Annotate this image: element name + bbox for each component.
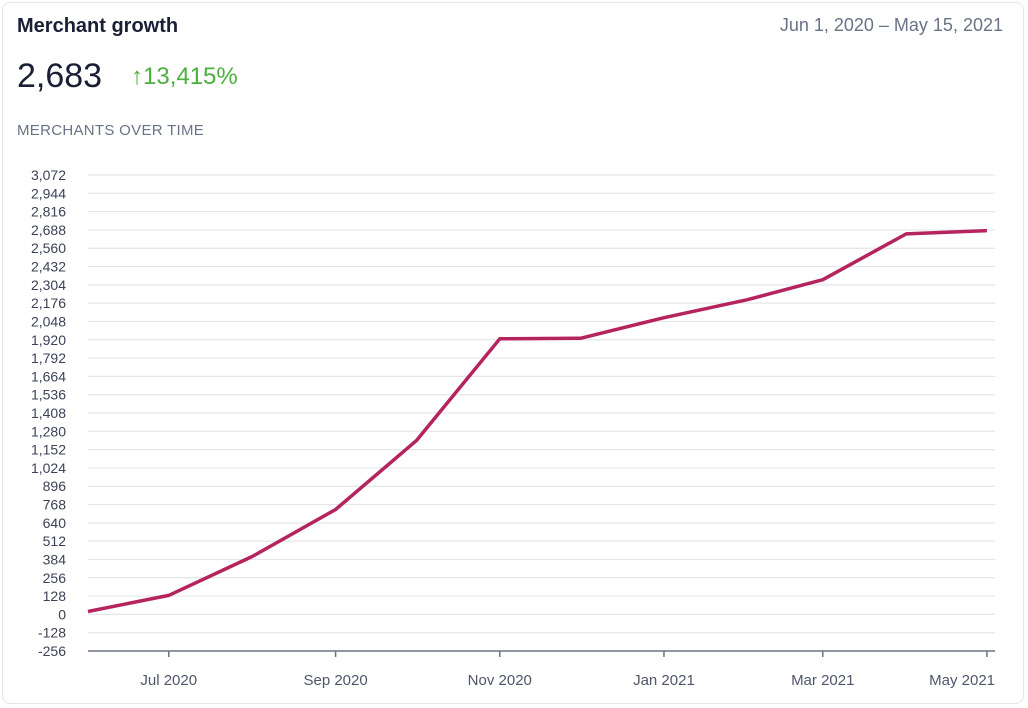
- y-tick-label: -128: [38, 625, 66, 641]
- x-tick-label: Sep 2020: [303, 672, 367, 689]
- total-merchants: 2,683: [17, 57, 103, 95]
- y-tick-label: 2,304: [31, 277, 66, 293]
- x-tick-label: Nov 2020: [468, 672, 532, 689]
- y-tick-label: 1,408: [31, 405, 66, 421]
- series-line-merchants: [87, 228, 987, 614]
- y-tick-label: 1,664: [31, 368, 66, 384]
- y-tick-label: 0: [58, 606, 66, 622]
- x-tick-label: Jul 2020: [140, 672, 197, 689]
- y-tick-label: 1,152: [31, 442, 66, 458]
- y-tick-label: 2,816: [31, 204, 66, 220]
- y-tick-label: 3,072: [31, 167, 66, 183]
- y-tick-label: 512: [43, 533, 67, 549]
- y-tick-label: 2,048: [31, 313, 66, 329]
- y-tick-label: 384: [43, 551, 67, 567]
- y-tick-label: -256: [38, 643, 66, 659]
- date-range[interactable]: Jun 1, 2020 – May 15, 2021: [779, 15, 1003, 35]
- growth-percent: ↑13,415%: [131, 63, 238, 90]
- x-tick-label: Jan 2021: [633, 672, 695, 689]
- y-tick-label: 2,688: [31, 222, 66, 238]
- chart-subtitle: MERCHANTS OVER TIME: [17, 122, 205, 139]
- x-tick-label: Mar 2021: [791, 672, 854, 689]
- y-tick-label: 1,792: [31, 350, 66, 366]
- y-tick-label: 640: [43, 515, 67, 531]
- y-tick-label: 768: [43, 497, 67, 513]
- y-tick-label: 1,024: [31, 460, 66, 476]
- y-tick-label: 128: [43, 588, 67, 604]
- y-tick-label: 1,280: [31, 423, 66, 439]
- y-tick-label: 2,176: [31, 295, 66, 311]
- y-tick-label: 2,432: [31, 259, 66, 275]
- y-tick-label: 1,536: [31, 387, 66, 403]
- card-title: Merchant growth: [17, 15, 179, 37]
- y-tick-label: 1,920: [31, 332, 66, 348]
- y-tick-label: 2,560: [31, 240, 66, 256]
- x-tick-label: May 2021: [929, 672, 995, 689]
- y-tick-label: 896: [43, 478, 67, 494]
- y-tick-label: 256: [43, 570, 67, 586]
- y-tick-label: 2,944: [31, 185, 66, 201]
